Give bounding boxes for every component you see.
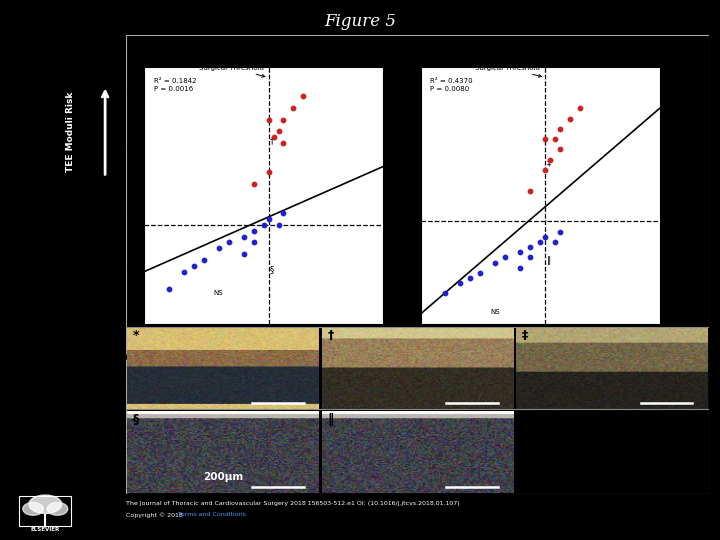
Text: §: §: [270, 265, 274, 274]
Y-axis label: CCENM (MPa): CCENM (MPa): [387, 170, 396, 221]
Point: [554, 227, 566, 236]
Text: ELSEVIER: ELSEVIER: [31, 527, 60, 532]
Point: [213, 244, 225, 253]
Text: †: †: [270, 136, 274, 145]
Point: [464, 274, 476, 282]
Text: R² = 0.1842
P = 0.0016: R² = 0.1842 P = 0.0016: [153, 78, 196, 91]
Text: †: †: [328, 329, 334, 342]
Point: [198, 255, 210, 264]
Point: [288, 104, 300, 112]
X-axis label: in vivo Aortic Diameter (mm): in vivo Aortic Diameter (mm): [208, 343, 320, 353]
Point: [564, 114, 576, 123]
Point: [514, 248, 526, 256]
Point: [263, 215, 274, 224]
Point: [238, 232, 249, 241]
Point: [248, 226, 259, 235]
Point: [549, 135, 561, 144]
Point: [248, 238, 259, 247]
Point: [524, 186, 536, 195]
Point: [263, 168, 274, 177]
Point: [188, 261, 199, 270]
Point: [178, 267, 189, 276]
Text: R² = 0.4370
P = 0.0080: R² = 0.4370 P = 0.0080: [430, 78, 473, 91]
Text: A: A: [120, 352, 129, 362]
Text: Copyright © 2018: Copyright © 2018: [126, 512, 186, 517]
Y-axis label: CCPM (MPa): CCPM (MPa): [106, 173, 115, 219]
Point: [268, 133, 279, 141]
Point: [440, 289, 451, 298]
Point: [258, 221, 269, 230]
Text: *: *: [133, 329, 140, 342]
Text: TEE Moduli Risk: TEE Moduli Risk: [66, 91, 75, 172]
X-axis label: in vivo Aortic Diameter (mm): in vivo Aortic Diameter (mm): [485, 343, 596, 353]
Point: [163, 285, 175, 294]
Point: [534, 238, 546, 246]
Text: ‡: ‡: [546, 158, 551, 167]
Text: Surgical Threshold: Surgical Threshold: [199, 65, 265, 77]
Text: NS: NS: [214, 290, 223, 296]
Point: [524, 253, 536, 262]
Point: [297, 92, 309, 101]
Point: [278, 116, 289, 124]
Point: [273, 127, 284, 136]
Text: ‖: ‖: [328, 413, 334, 426]
Point: [474, 268, 486, 277]
Text: Surgical Threshold: Surgical Threshold: [475, 65, 541, 77]
Point: [223, 238, 235, 247]
Text: 200μm: 200μm: [203, 471, 243, 482]
Point: [524, 243, 536, 252]
Ellipse shape: [48, 502, 68, 515]
Text: §: §: [133, 413, 140, 426]
Point: [278, 209, 289, 218]
Point: [273, 221, 284, 230]
Text: B: B: [397, 352, 405, 362]
Text: ‖: ‖: [546, 255, 551, 265]
Point: [490, 258, 501, 267]
Text: The Journal of Thoracic and Cardiovascular Surgery 2018 156503-512.e1 OI: (10.10: The Journal of Thoracic and Cardiovascul…: [126, 501, 459, 506]
Text: Terms and Conditions: Terms and Conditions: [178, 512, 246, 517]
Point: [238, 250, 249, 259]
Point: [554, 145, 566, 154]
Point: [554, 125, 566, 133]
Ellipse shape: [29, 495, 62, 514]
Point: [248, 180, 259, 188]
Point: [539, 233, 551, 241]
Point: [549, 238, 561, 246]
Point: [514, 264, 526, 272]
Point: [278, 139, 289, 147]
Bar: [19, 496, 71, 526]
Ellipse shape: [23, 502, 43, 515]
Point: [539, 166, 551, 174]
Text: Figure 5: Figure 5: [324, 14, 396, 30]
Point: [539, 135, 551, 144]
Point: [454, 279, 466, 287]
Text: NS: NS: [490, 309, 500, 315]
Text: ‡: ‡: [522, 329, 528, 342]
Point: [263, 116, 274, 124]
Point: [500, 253, 511, 262]
Point: [574, 104, 585, 113]
Point: [544, 156, 556, 164]
